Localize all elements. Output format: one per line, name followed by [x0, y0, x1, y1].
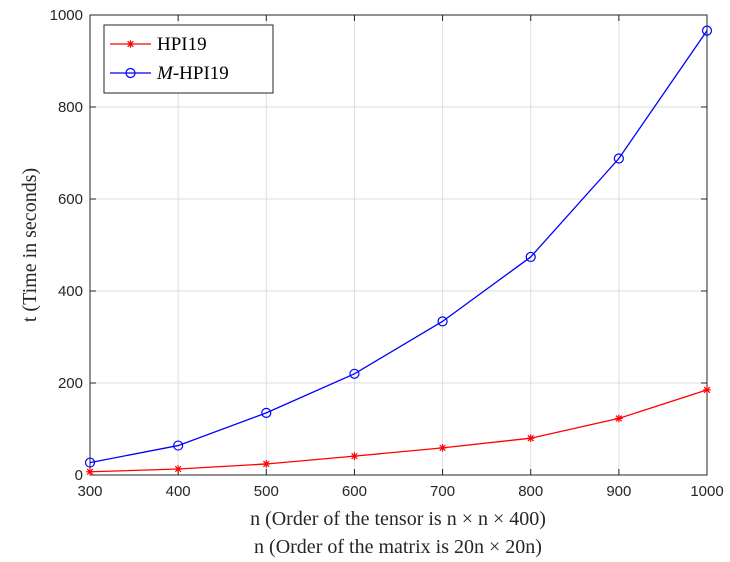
y-tick-label: 800 [58, 99, 83, 116]
x-axis-label-line-2: n (Order of the matrix is 20n × 20n) [254, 536, 542, 558]
y-tick-label: 200 [58, 375, 83, 392]
data-point [262, 460, 271, 468]
legend-marker [125, 67, 136, 79]
data-point [526, 434, 535, 442]
series-2 [84, 25, 713, 468]
data-point [350, 452, 359, 460]
y-tick-label: 400 [58, 283, 83, 300]
x-tick-label: 600 [342, 483, 367, 500]
legend-marker [126, 40, 135, 48]
x-tick-label: 800 [518, 483, 543, 500]
legend-label: M-HPI19 [156, 63, 229, 84]
x-tick-label: 500 [254, 483, 279, 500]
x-tick-label: 1000 [690, 483, 723, 500]
x-tick-label: 900 [606, 483, 631, 500]
data-point [84, 457, 96, 468]
legend-item: HPI19 [110, 34, 207, 55]
legend-label: HPI19 [157, 34, 207, 55]
plot-frame [89, 14, 708, 476]
data-point [261, 407, 272, 418]
data-point [701, 25, 713, 36]
legend-box [103, 24, 274, 94]
data-point [437, 316, 448, 327]
data-point [349, 368, 360, 379]
legend-item: M-HPI19 [110, 63, 229, 84]
data-point [438, 444, 447, 452]
series-line [89, 30, 708, 464]
y-tick-label: 600 [58, 191, 83, 208]
data-point [173, 440, 184, 451]
data-point [615, 414, 623, 423]
data-point [174, 465, 182, 473]
y-axis-label: t (Time in seconds) [19, 168, 41, 322]
data-point [613, 153, 624, 164]
series-line [89, 389, 708, 473]
x-axis-label-line-1: n (Order of the tensor is n × n × 400) [250, 508, 546, 530]
legend: HPI19 M-HPI19 [103, 24, 274, 94]
data-point [703, 386, 711, 394]
y-tick-label: 0 [75, 467, 83, 484]
x-tick-label: 400 [166, 483, 191, 500]
x-tick-label: 300 [77, 483, 102, 500]
series-1 [86, 386, 711, 476]
y-tick-label: 1000 [50, 7, 83, 24]
x-tick-label: 700 [430, 483, 455, 500]
series-layer [84, 25, 713, 476]
data-point [86, 467, 94, 476]
data-point [525, 251, 536, 263]
